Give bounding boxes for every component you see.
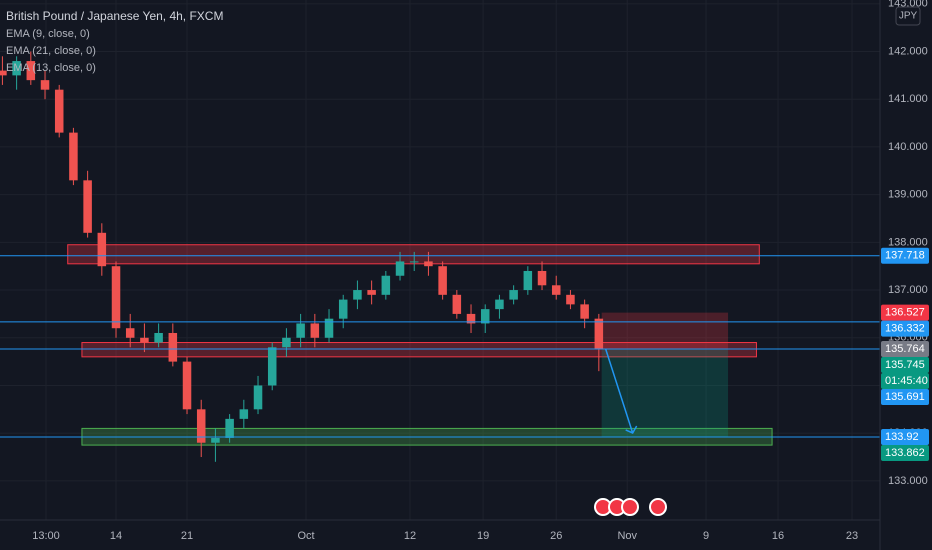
candle-body [140, 337, 149, 343]
candle-body [253, 385, 263, 410]
candle-body [182, 361, 192, 410]
candle-body [239, 409, 249, 419]
candle-body [111, 266, 121, 329]
candle-body [154, 332, 163, 343]
indicator-legend: EMA (21, close, 0) [6, 45, 96, 57]
candle-body [594, 318, 604, 350]
price-label-bg [881, 444, 929, 461]
candle-body [225, 418, 234, 438]
x-tick-label: 19 [477, 530, 489, 542]
y-tick-label: 139.000 [888, 189, 928, 201]
price-label: 137.718 [885, 250, 925, 262]
x-tick-label: 9 [703, 530, 709, 542]
candle-body [537, 270, 547, 286]
candle-body [54, 89, 64, 133]
candle-body [69, 132, 78, 181]
x-tick-label: Oct [297, 530, 314, 542]
candle-body [480, 309, 490, 324]
candle-body [125, 328, 135, 338]
x-tick-label: 23 [846, 530, 858, 542]
y-tick-label: 138.000 [888, 236, 928, 248]
event-icons[interactable] [594, 498, 667, 516]
candle-body [367, 290, 376, 295]
price-label: 135.745 [885, 359, 925, 371]
x-tick-label: 13:00 [32, 530, 60, 542]
candle-body [551, 285, 561, 295]
candle-body [495, 299, 504, 310]
x-tick-label: 14 [110, 530, 122, 542]
event-icon[interactable] [649, 498, 667, 516]
candle-body [211, 437, 220, 443]
price-label-bg [881, 341, 929, 358]
x-tick-label: 21 [181, 530, 193, 542]
price-label: 135.764 [885, 343, 925, 355]
price-label-bg [881, 428, 929, 445]
zone [81, 342, 757, 358]
price-label: 136.527 [885, 307, 925, 319]
candle-body [310, 323, 320, 338]
indicator-legend: EMA (13, close, 0) [6, 62, 96, 74]
candle-body [353, 290, 362, 300]
candle-body [26, 61, 36, 81]
event-icon[interactable] [621, 498, 639, 516]
arrow [604, 348, 638, 434]
candle-body [296, 323, 305, 338]
candle-body [40, 80, 50, 90]
y-tick-label: 142.000 [888, 45, 928, 57]
price-label: 01:45:40 [885, 375, 928, 387]
candle-body [438, 266, 447, 295]
candle-body [381, 275, 391, 295]
candle-body [424, 261, 433, 267]
target-zone [601, 349, 729, 437]
candle-body [282, 337, 291, 348]
zone [67, 244, 760, 265]
indicator-legend: EMA (9, close, 0) [6, 28, 90, 40]
price-label: 133.862 [885, 447, 925, 459]
candle-body [168, 332, 178, 362]
price-label-bg [881, 389, 929, 406]
stop-zone [601, 312, 729, 350]
candle-body [509, 290, 518, 300]
x-tick-label: 26 [550, 530, 562, 542]
candle-body [466, 313, 476, 324]
x-tick-label: 16 [772, 530, 784, 542]
candle-body [395, 261, 405, 276]
candle-body [523, 270, 533, 291]
y-tick-label: 143.000 [888, 0, 928, 10]
y-tick-label: 137.000 [888, 284, 928, 296]
candle-body [324, 318, 334, 338]
price-label-bg [881, 247, 929, 264]
candle-body [580, 304, 589, 319]
candle-body [12, 61, 21, 76]
y-tick-label: 141.000 [888, 93, 928, 105]
candle-body [196, 409, 206, 443]
x-tick-label: Nov [617, 530, 637, 542]
candle-body [409, 261, 419, 263]
currency-box[interactable] [895, 6, 921, 26]
price-label: 136.332 [885, 323, 925, 335]
price-label-bg [881, 304, 929, 321]
price-label-bg [881, 320, 929, 337]
y-tick-label: 140.000 [888, 141, 928, 153]
x-tick-label: 12 [404, 530, 416, 542]
candle-body [338, 299, 348, 319]
candle-body [452, 294, 462, 314]
candle-body [267, 347, 277, 386]
currency: JPY [899, 11, 918, 22]
chart-title: British Pound / Japanese Yen, 4h, FXCM [6, 9, 223, 23]
price-label-bg [881, 357, 929, 374]
candle-body [566, 294, 575, 305]
candle-body [83, 180, 92, 233]
candle-body [0, 70, 7, 76]
price-label: 133.92 [885, 431, 919, 443]
price-label: 135.691 [885, 391, 925, 403]
price-label-bg [881, 373, 929, 390]
y-tick-label: 133.000 [888, 475, 928, 487]
candle-body [97, 232, 107, 267]
